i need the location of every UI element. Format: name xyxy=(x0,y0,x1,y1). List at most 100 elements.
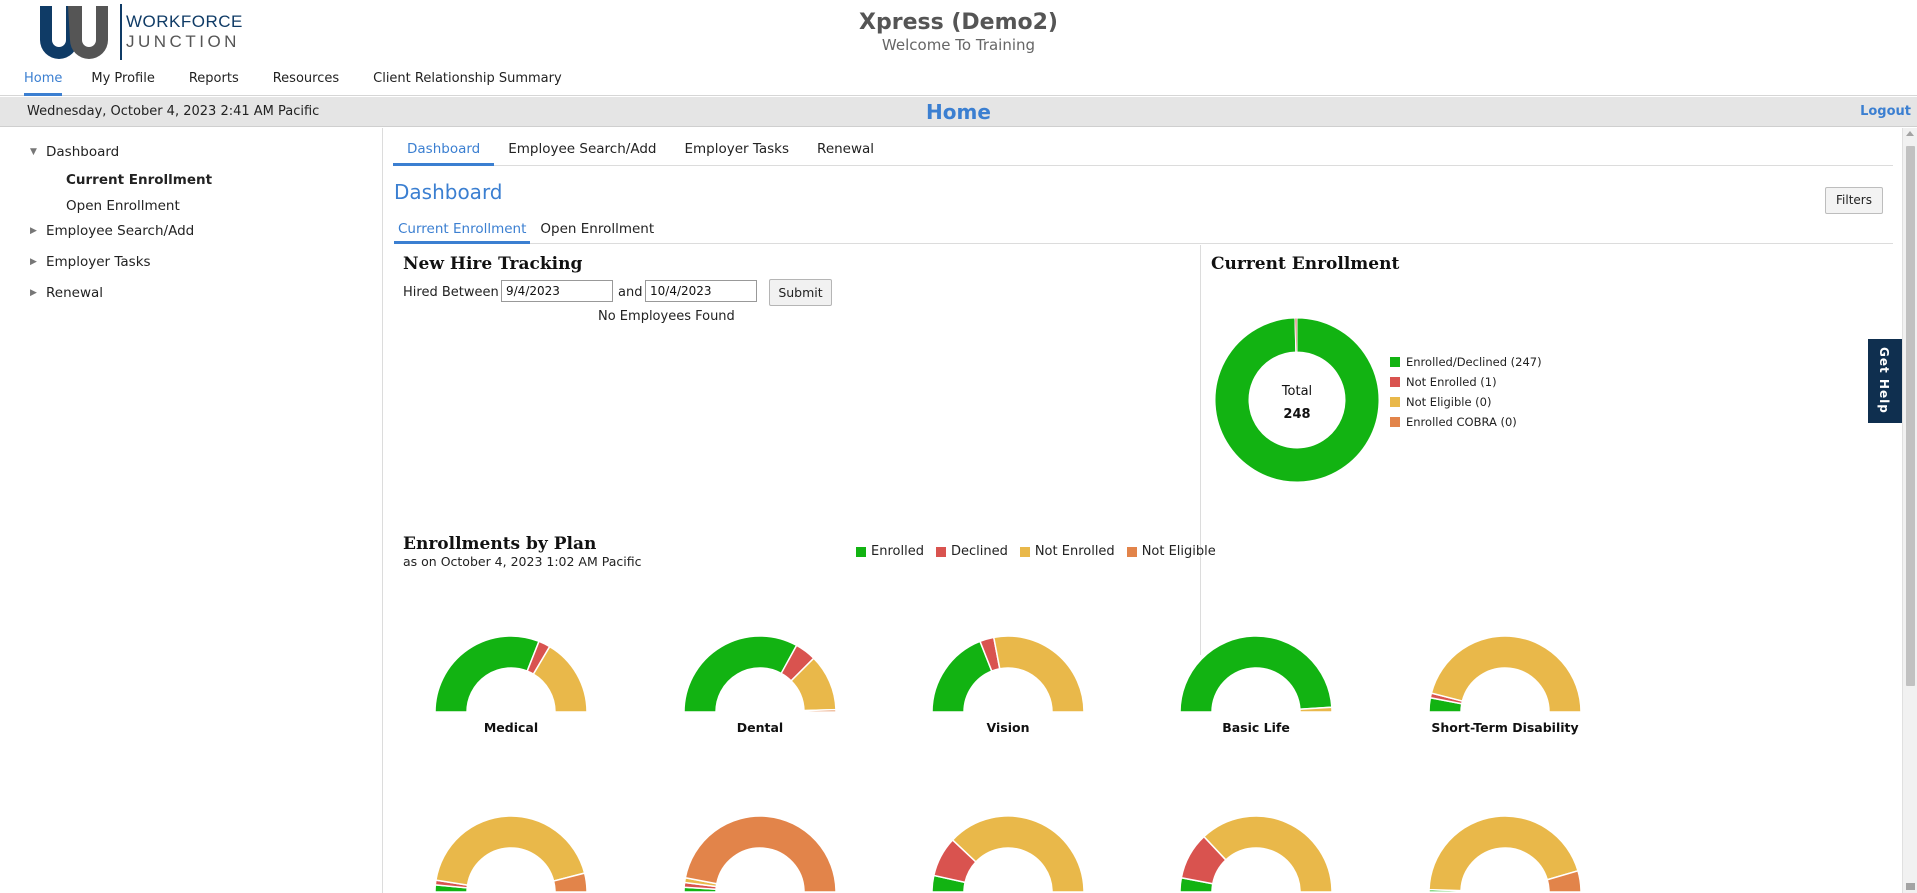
half-donut-segment-not-enrolled[interactable] xyxy=(951,815,1085,893)
app-subtitle: Welcome To Training xyxy=(881,36,1036,54)
hired-from-date-input[interactable] xyxy=(501,280,613,302)
legend-swatch xyxy=(1390,377,1400,387)
plan-label-basic-life: Basic Life xyxy=(1222,720,1290,735)
plan-label-medical: Medical xyxy=(484,720,538,735)
scroll-up-icon[interactable] xyxy=(1906,131,1914,136)
legend-label: Not Enrolled (1) xyxy=(1406,375,1497,389)
logo-text-junction: JUNCTION xyxy=(126,32,240,51)
half-donut-plan-8[interactable] xyxy=(931,815,1085,893)
half-donut-segment-not-enrolled[interactable] xyxy=(1202,815,1333,893)
no-employees-message: No Employees Found xyxy=(598,309,735,324)
logo-text-workforce: WORKFORCE xyxy=(126,12,243,31)
half-donut-segment-enrolled[interactable] xyxy=(1179,635,1333,713)
half-donut-segment-not-enrolled[interactable] xyxy=(1428,815,1579,892)
legend-item: Not Eligible (0) xyxy=(1390,392,1542,412)
legend-swatch xyxy=(935,546,946,557)
half-donut-segment-not-enrolled[interactable] xyxy=(1299,706,1333,713)
half-donut-segment-not-enrolled[interactable] xyxy=(532,645,588,713)
donut-slice-not-enrolled[interactable] xyxy=(1294,317,1298,353)
caret-right-icon: ▶ xyxy=(30,288,37,298)
half-donut-vision[interactable] xyxy=(931,635,1085,713)
dashboard-subtabs: Current Enrollment Open Enrollment xyxy=(394,218,1893,244)
get-help-label: Get Help xyxy=(1877,347,1891,414)
half-donut-segment-not-enrolled[interactable] xyxy=(992,635,1085,713)
half-donut-plan-6[interactable] xyxy=(434,815,588,893)
dashboard-title: Dashboard xyxy=(394,180,503,204)
tab-employee-search-add[interactable]: Employee Search/Add xyxy=(508,141,657,157)
legend-label: Not Eligible (0) xyxy=(1406,395,1492,409)
new-hire-panel: New Hire Tracking Hired Between and Subm… xyxy=(394,245,1201,655)
legend-swatch xyxy=(1019,546,1030,557)
topnav-resources[interactable]: Resources xyxy=(272,71,340,86)
half-donut-short-term-disability[interactable] xyxy=(1428,635,1582,713)
app-title: Xpress (Demo2) xyxy=(859,10,1058,35)
hired-between-label: Hired Between xyxy=(403,285,499,300)
sidebar-item-employer-tasks[interactable]: ▶ Employer Tasks xyxy=(30,254,151,270)
company-logo[interactable]: WORKFORCE JUNCTION xyxy=(38,2,248,64)
new-hire-title: New Hire Tracking xyxy=(403,254,583,274)
half-donut-segment-not-enrolled[interactable] xyxy=(435,815,586,886)
half-donut-basic-life[interactable] xyxy=(1179,635,1333,713)
legend-item: Enrolled COBRA (0) xyxy=(1390,412,1542,432)
donut-slice-enrolled-declined[interactable] xyxy=(1214,317,1380,483)
enrollments-by-plan-subtitle: as on October 4, 2023 1:02 AM Pacific xyxy=(403,554,642,569)
main-content: Dashboard Employee Search/Add Employer T… xyxy=(384,128,1902,893)
sidebar-item-label: Employer Tasks xyxy=(46,254,151,270)
half-donut-segment-not-enrolled[interactable] xyxy=(1430,635,1582,713)
half-donut-dental[interactable] xyxy=(683,635,837,713)
donut-total-label: Total xyxy=(1281,384,1312,399)
scroll-down-icon[interactable] xyxy=(1906,883,1915,890)
legend-swatch xyxy=(856,546,866,557)
legend-swatch xyxy=(1126,546,1137,557)
submit-button[interactable]: Submit xyxy=(769,279,832,306)
current-enrollment-legend: Enrolled/Declined (247) Not Enrolled (1)… xyxy=(1390,352,1542,432)
half-donut-segment-not-eligible[interactable] xyxy=(1546,869,1582,893)
get-help-tab[interactable]: Get Help xyxy=(1868,339,1902,423)
half-donut-plan-9[interactable] xyxy=(1179,815,1333,893)
subtab-open-enrollment[interactable]: Open Enrollment xyxy=(540,221,655,237)
legend-item: Enrolled xyxy=(856,544,924,559)
vertical-scrollbar[interactable] xyxy=(1902,128,1917,893)
half-donut-segment-enrolled[interactable] xyxy=(434,635,540,713)
filters-button[interactable]: Filters xyxy=(1825,187,1883,214)
sidebar-item-dashboard[interactable]: ▼ Dashboard xyxy=(30,144,119,160)
half-donut-segment-enrolled[interactable] xyxy=(683,635,798,713)
sidebar-item-employee-search-add[interactable]: ▶ Employee Search/Add xyxy=(30,223,194,239)
topnav-my-profile[interactable]: My Profile xyxy=(91,71,155,86)
half-donut-plan-10[interactable] xyxy=(1428,815,1582,893)
topnav-client-relationship-summary[interactable]: Client Relationship Summary xyxy=(373,71,562,86)
sidebar-item-renewal[interactable]: ▶ Renewal xyxy=(30,285,103,301)
hired-to-date-input[interactable] xyxy=(645,280,757,302)
current-enrollment-panel: Current Enrollment Total 248 Enrolled/De… xyxy=(1202,245,1892,655)
half-donut-segment-not-eligible[interactable] xyxy=(684,815,837,893)
half-donut-segment-not-eligible[interactable] xyxy=(803,708,837,713)
main-tabs: Dashboard Employee Search/Add Employer T… xyxy=(393,136,1893,166)
legend-item: Not Eligible xyxy=(1126,544,1216,559)
legend-swatch xyxy=(1390,357,1400,367)
sidebar-item-open-enrollment[interactable]: Open Enrollment xyxy=(66,198,180,214)
half-donut-segment-not-eligible[interactable] xyxy=(552,872,588,893)
legend-item: Not Enrolled xyxy=(1019,544,1115,559)
top-nav: Home My Profile Reports Resources Client… xyxy=(12,67,579,96)
legend-item: Declined xyxy=(935,544,1008,559)
subtab-current-enrollment[interactable]: Current Enrollment xyxy=(394,218,531,244)
and-label: and xyxy=(618,285,643,300)
tab-employer-tasks[interactable]: Employer Tasks xyxy=(684,141,790,157)
caret-right-icon: ▶ xyxy=(30,257,37,267)
scrollbar-thumb[interactable] xyxy=(1906,146,1915,686)
half-donut-plan-7[interactable] xyxy=(683,815,837,893)
legend-swatch xyxy=(1390,417,1400,427)
half-donut-medical[interactable] xyxy=(434,635,588,713)
tab-renewal[interactable]: Renewal xyxy=(817,141,875,157)
sidebar-item-current-enrollment[interactable]: Current Enrollment xyxy=(66,172,213,188)
tab-dashboard[interactable]: Dashboard xyxy=(393,136,495,166)
plan-label-short-term-disability: Short-Term Disability xyxy=(1431,720,1578,735)
logout-link[interactable]: Logout xyxy=(1860,104,1911,119)
plan-charts: Medical Dental Vision Basic Life Short-Term … xyxy=(384,128,1902,893)
topnav-reports[interactable]: Reports xyxy=(188,71,239,86)
topnav-home[interactable]: Home xyxy=(24,67,63,96)
top-header: WORKFORCE JUNCTION Xpress (Demo2) Welcom… xyxy=(0,0,1917,96)
legend-label: Enrolled COBRA (0) xyxy=(1406,415,1517,429)
half-donut-segment-enrolled[interactable] xyxy=(931,640,993,713)
legend-swatch xyxy=(1390,397,1400,407)
